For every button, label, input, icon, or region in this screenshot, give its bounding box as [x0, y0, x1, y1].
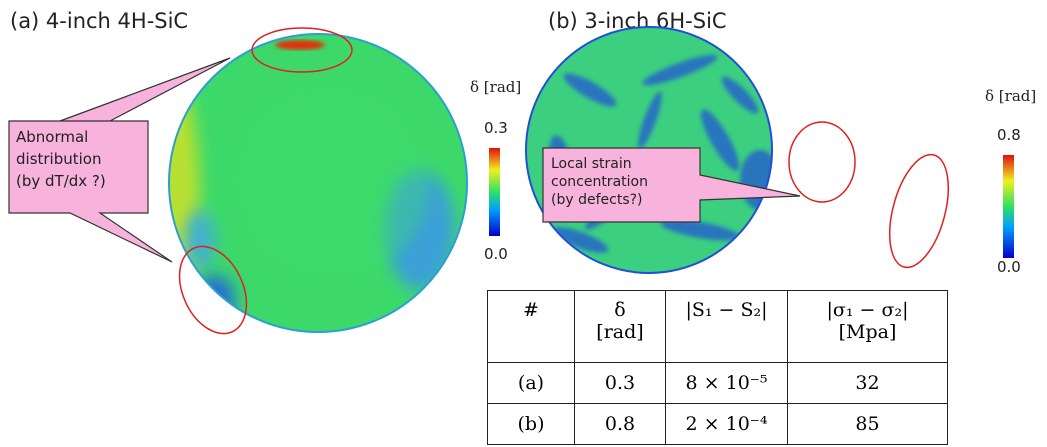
colorbar-label: δ [rad] — [985, 87, 1036, 105]
callout-text: Abnormal distribution (by dT/dx ?) — [16, 128, 106, 190]
callout-line: concentration — [551, 174, 648, 190]
cell: (b) — [488, 404, 575, 445]
colorbar-min: 0.0 — [484, 245, 508, 263]
colorbar — [489, 148, 500, 236]
header-line: [rad] — [575, 321, 665, 343]
header-line: |S₁ − S₂| — [666, 299, 787, 321]
header-row: # δ[rad] |S₁ − S₂| |σ₁ − σ₂|[Mpa] — [488, 291, 948, 363]
header-cell: # — [488, 291, 575, 363]
cell: 0.8 — [575, 404, 666, 445]
cell: 85 — [788, 404, 948, 445]
panel-title: (a) 4-inch 4H-SiC — [10, 9, 188, 33]
callout-line: distribution — [16, 150, 101, 168]
summary-table: # δ[rad] |S₁ − S₂| |σ₁ − σ₂|[Mpa] (a) 0.… — [487, 290, 948, 445]
cell: 2 × 10⁻⁴ — [666, 404, 788, 445]
cell: 8 × 10⁻⁵ — [666, 363, 788, 404]
colorbar — [1003, 155, 1014, 258]
cell: 0.3 — [575, 363, 666, 404]
header-line: |σ₁ − σ₂| — [788, 299, 947, 321]
cell: (a) — [488, 363, 575, 404]
table-row: (b) 0.8 2 × 10⁻⁴ 85 — [488, 404, 948, 445]
page: (a) 4-inch 4H-SiC (b) 3-inch 6H-SiC — [0, 0, 1047, 447]
cell: 32 — [788, 363, 948, 404]
callout-line: Local strain — [551, 156, 632, 172]
header-line: δ — [575, 299, 665, 321]
header-cell: |σ₁ − σ₂|[Mpa] — [788, 291, 948, 363]
header-cell: |S₁ − S₂| — [666, 291, 788, 363]
header-cell: δ[rad] — [575, 291, 666, 363]
table-row: (a) 0.3 8 × 10⁻⁵ 32 — [488, 363, 948, 404]
callout-line: (by dT/dx ?) — [16, 172, 106, 190]
colorbar-label: δ [rad] — [470, 78, 521, 96]
colorbar-min: 0.0 — [997, 258, 1021, 276]
wafer-map-a — [150, 30, 480, 340]
colorbar-max: 0.3 — [484, 119, 508, 137]
callout-line: Abnormal — [16, 128, 88, 146]
callout-line: (by defects?) — [551, 192, 643, 208]
colorbar-max: 0.8 — [997, 126, 1021, 144]
header-line: [Mpa] — [788, 321, 947, 343]
